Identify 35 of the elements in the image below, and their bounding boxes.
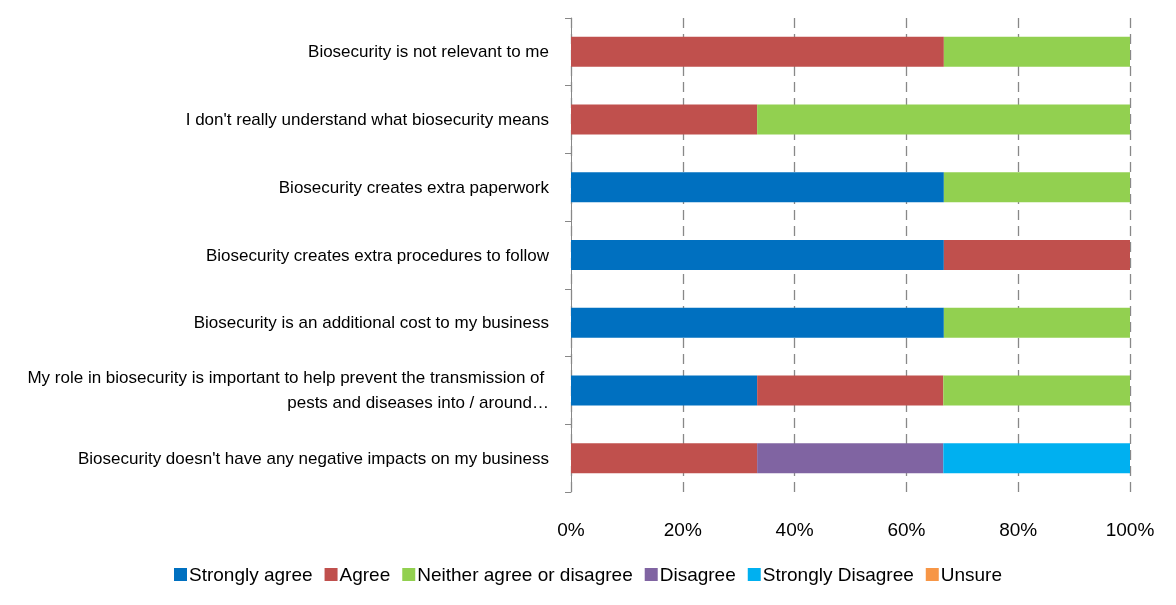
bar (757, 104, 1130, 135)
x-tick-label: 0% (557, 519, 585, 540)
bar (943, 240, 1130, 270)
bar (571, 172, 944, 203)
bar (571, 104, 758, 135)
legend-label: Strongly Disagree (762, 564, 914, 585)
x-tick-label: 20% (663, 519, 702, 540)
y-tick-label: My role in biosecurity is important to help prevent the transmission of pests and diseases into / around… (27, 368, 549, 413)
bar (943, 443, 1130, 474)
y-tick-label: I don't really understand what biosecurity means (185, 110, 549, 130)
y-tick-label: Biosecurity creates extra procedures to follow (206, 245, 550, 265)
bar (757, 375, 944, 406)
legend-label: Strongly agree (188, 564, 313, 585)
bar (571, 240, 944, 270)
bar (571, 36, 944, 67)
y-tick-label: Biosecurity is an additional cost to my business (193, 313, 549, 333)
legend-label: Agree (339, 564, 391, 585)
y-tick-label: Biosecurity is not relevant to me (308, 42, 549, 62)
bar (943, 375, 1130, 406)
bar (571, 375, 758, 406)
legend-label: Neither agree or disagree (417, 564, 633, 585)
legend-label: Disagree (659, 564, 736, 585)
y-tick-label: Biosecurity doesn't have any negative impacts on my business (78, 448, 549, 468)
x-tick-label: 40% (775, 519, 814, 540)
x-tick-label: 60% (887, 519, 926, 540)
bar (571, 307, 944, 338)
bar (571, 443, 758, 474)
bar (943, 36, 1130, 67)
bar (757, 443, 944, 474)
bar (943, 172, 1130, 203)
x-tick-label: 80% (999, 519, 1038, 540)
x-tick-label: 100% (1105, 519, 1155, 540)
bar (943, 307, 1130, 338)
legend-label: Unsure (940, 564, 1003, 585)
y-tick-label: Biosecurity creates extra paperwork (278, 177, 550, 197)
